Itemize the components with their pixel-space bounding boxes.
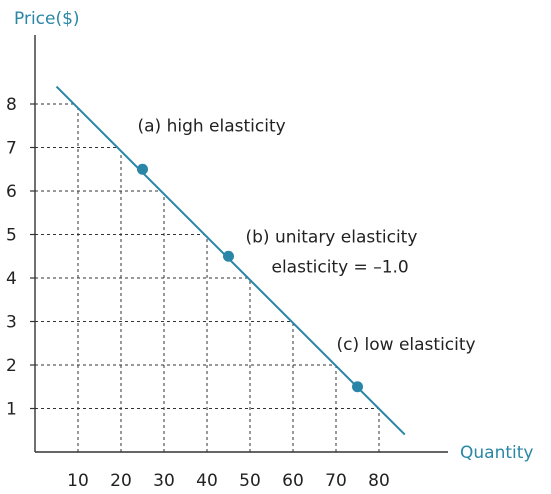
point-sublabel: elasticity = –1.0	[272, 257, 409, 277]
y-tick-label: 3	[6, 313, 17, 333]
y-tick-label: 5	[6, 226, 17, 246]
x-tick-label: 50	[239, 471, 261, 491]
x-tick-label: 80	[368, 471, 390, 491]
data-point	[352, 381, 363, 393]
y-tick-label: 4	[6, 269, 17, 289]
point-label: (b) unitary elasticity	[246, 227, 418, 247]
x-tick-label: 60	[282, 471, 304, 491]
point-label: (a) high elasticity	[138, 116, 286, 136]
x-tick-label: 30	[153, 471, 175, 491]
data-point	[137, 163, 148, 175]
point-label: (c) low elasticity	[337, 335, 476, 355]
x-tick-label: 70	[325, 471, 347, 491]
y-tick-label: 1	[6, 400, 17, 420]
x-axis-title: Quantity	[460, 443, 533, 463]
tick-labels: 1 2 3 4 5 6 7 8 10 20 30 40 50 60 70 80	[6, 95, 390, 491]
gridlines	[35, 103, 380, 452]
x-tick-label: 10	[67, 471, 89, 491]
x-tick-label: 40	[196, 471, 218, 491]
data-point	[223, 250, 234, 262]
points	[137, 163, 363, 393]
annotations: (a) high elasticity (b) unitary elasticit…	[138, 116, 476, 355]
y-tick-label: 2	[6, 356, 17, 376]
y-tick-label: 7	[6, 139, 17, 159]
x-tick-label: 20	[110, 471, 132, 491]
y-tick-label: 8	[6, 95, 17, 115]
y-tick-label: 6	[6, 182, 17, 202]
y-axis-title: Price($)	[14, 9, 80, 29]
